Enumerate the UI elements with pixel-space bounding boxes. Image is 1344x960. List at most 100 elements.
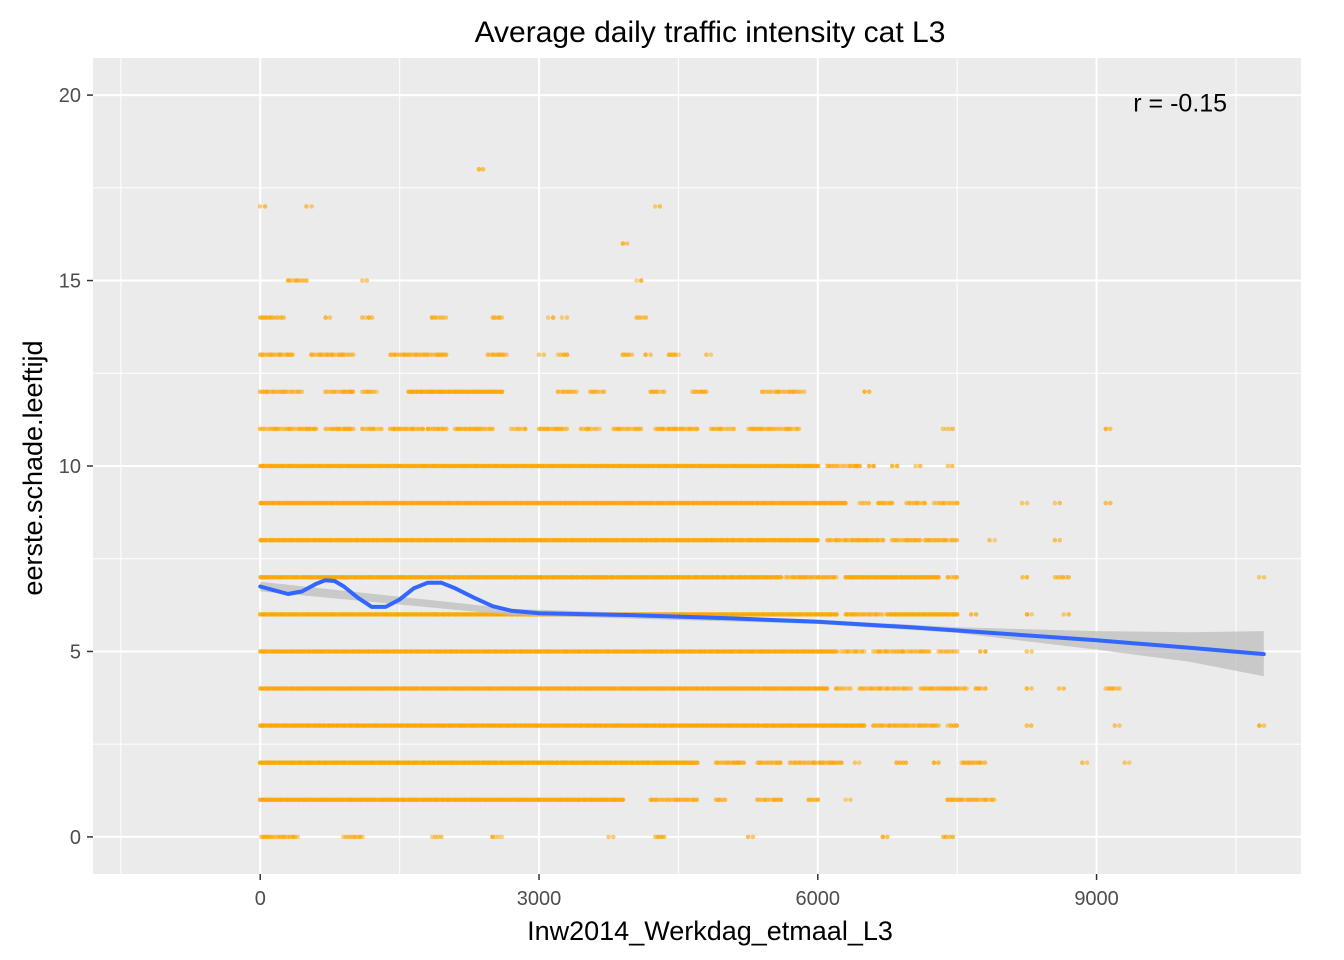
data-point — [954, 612, 960, 617]
smooth-line — [258, 578, 1266, 657]
data-point — [1080, 760, 1085, 765]
data-point — [880, 537, 886, 543]
data-point — [439, 834, 444, 840]
data-point — [718, 760, 723, 765]
data-point — [476, 167, 482, 172]
data-point — [885, 686, 890, 691]
data-point — [812, 797, 817, 803]
data-point — [420, 426, 426, 432]
data-point — [862, 389, 867, 395]
data-point — [722, 797, 728, 803]
data-point — [765, 797, 770, 803]
data-point — [950, 537, 955, 543]
data-point — [313, 426, 319, 432]
data-point — [978, 649, 983, 654]
data-point — [643, 315, 649, 320]
data-point — [1107, 426, 1113, 432]
data-point — [290, 352, 295, 358]
data-point — [873, 612, 879, 617]
data-point — [1057, 500, 1062, 506]
data-point — [606, 834, 611, 840]
data-point — [1024, 612, 1030, 617]
data-point — [949, 463, 955, 469]
data-point — [880, 612, 886, 617]
data-point — [629, 352, 635, 358]
data-point — [395, 352, 400, 358]
data-point — [351, 426, 356, 432]
data-point — [778, 575, 784, 580]
data-point — [364, 278, 370, 283]
data-point — [1057, 537, 1062, 543]
data-point — [889, 463, 895, 469]
minor-gridlines — [93, 58, 1301, 874]
data-point — [344, 352, 349, 358]
data-point — [379, 426, 384, 432]
data-point — [257, 204, 263, 209]
data-point — [801, 389, 807, 395]
data-point — [596, 389, 601, 395]
data-point — [1024, 723, 1030, 728]
data-point — [778, 426, 783, 432]
data-point — [871, 463, 876, 469]
data-point — [634, 278, 639, 283]
data-point — [861, 723, 867, 728]
data-point — [894, 537, 900, 543]
data-point — [490, 426, 495, 432]
data-point — [443, 315, 449, 320]
data-point — [545, 315, 551, 320]
data-point — [626, 352, 631, 358]
data-point — [984, 797, 990, 803]
data-point — [283, 389, 289, 395]
data-point — [943, 537, 948, 543]
x-tick-label: 3000 — [517, 888, 562, 910]
data-point — [871, 649, 876, 654]
data-point — [299, 389, 305, 395]
data-point — [363, 315, 368, 320]
data-point — [1117, 686, 1123, 691]
chart-title: Average daily traffic intensity cat L3 — [475, 16, 946, 49]
data-point — [885, 649, 890, 654]
data-point — [908, 686, 914, 691]
data-point — [1019, 500, 1025, 506]
data-point — [483, 426, 488, 432]
data-point — [955, 500, 960, 506]
data-points — [257, 167, 1267, 840]
data-point — [415, 426, 421, 432]
data-point — [812, 760, 818, 765]
data-point — [694, 426, 700, 432]
data-point — [922, 500, 927, 506]
data-point — [843, 500, 848, 506]
data-point — [360, 834, 365, 840]
data-point — [954, 649, 960, 654]
data-point — [589, 426, 594, 432]
data-point — [778, 760, 783, 765]
data-point — [716, 797, 721, 803]
data-point — [842, 686, 847, 691]
data-point — [809, 797, 814, 803]
data-point — [931, 686, 937, 691]
data-point — [979, 686, 984, 691]
data-point — [897, 760, 902, 765]
data-point — [759, 389, 765, 395]
data-point — [564, 426, 570, 432]
data-point — [594, 426, 599, 432]
data-point — [866, 389, 872, 395]
data-point — [499, 315, 505, 320]
data-point — [499, 834, 505, 840]
data-point — [834, 649, 839, 654]
data-point — [640, 315, 645, 320]
data-point — [836, 463, 841, 469]
data-point — [843, 463, 848, 469]
data-point — [954, 575, 960, 580]
data-point — [947, 834, 952, 840]
data-point — [834, 612, 839, 617]
data-point — [834, 575, 839, 580]
y-tick-label: 5 — [70, 641, 81, 663]
data-point — [768, 389, 774, 395]
data-point — [890, 649, 895, 654]
data-point — [327, 315, 333, 320]
data-point — [857, 463, 862, 469]
data-point — [564, 315, 570, 320]
data-point — [848, 797, 853, 803]
data-point — [766, 389, 772, 395]
